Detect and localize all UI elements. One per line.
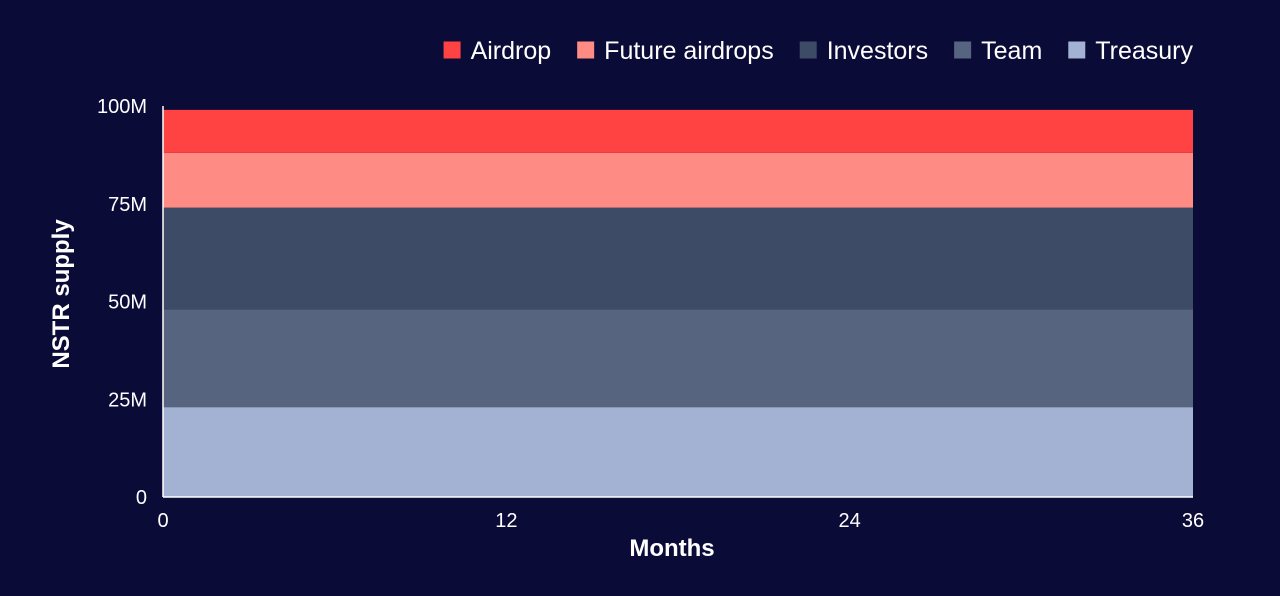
x-tick-label: 12: [495, 510, 517, 532]
legend-item-investors: Investors: [799, 37, 928, 65]
area-investors: [163, 207, 1193, 310]
area-team: [163, 309, 1193, 408]
x-tick-label: 24: [839, 510, 861, 532]
legend-label: Investors: [827, 37, 928, 65]
legend-swatch: [577, 41, 595, 59]
area-treasury: [163, 407, 1193, 497]
series-areas: [163, 109, 1193, 497]
legend-swatch: [1068, 41, 1086, 59]
x-tick-labels: 0 12 24 36: [157, 510, 1204, 532]
axes: [162, 106, 1193, 498]
legend-item-team: Team: [954, 37, 1042, 65]
legend-swatch: [954, 41, 972, 59]
legend-swatch: [799, 41, 817, 59]
y-tick-labels: 0 25M 50M 75M 100M: [97, 96, 147, 509]
x-axis-title: Months: [629, 535, 714, 562]
legend-label: Treasury: [1095, 37, 1193, 65]
legend-item-treasury: Treasury: [1068, 37, 1193, 65]
legend-label: Future airdrops: [604, 37, 774, 65]
area-airdrop: [163, 109, 1193, 153]
y-tick-label: 25M: [108, 389, 147, 411]
legend: Airdrop Future airdrops Investors Team Treas…: [443, 37, 1193, 65]
x-tick-label: 0: [157, 510, 168, 532]
y-tick-label: 75M: [108, 194, 147, 216]
legend-label: Airdrop: [471, 37, 552, 65]
y-tick-label: 100M: [97, 96, 147, 118]
legend-swatch: [443, 41, 461, 59]
legend-item-future-airdrops: Future airdrops: [577, 37, 774, 65]
y-tick-label: 50M: [108, 292, 147, 314]
legend-item-airdrop: Airdrop: [443, 37, 552, 65]
legend-label: Team: [981, 37, 1042, 65]
y-axis-title: NSTR supply: [48, 219, 75, 369]
y-tick-label: 0: [136, 487, 147, 509]
area-future-airdrops: [163, 152, 1193, 208]
x-tick-label: 36: [1182, 510, 1204, 532]
